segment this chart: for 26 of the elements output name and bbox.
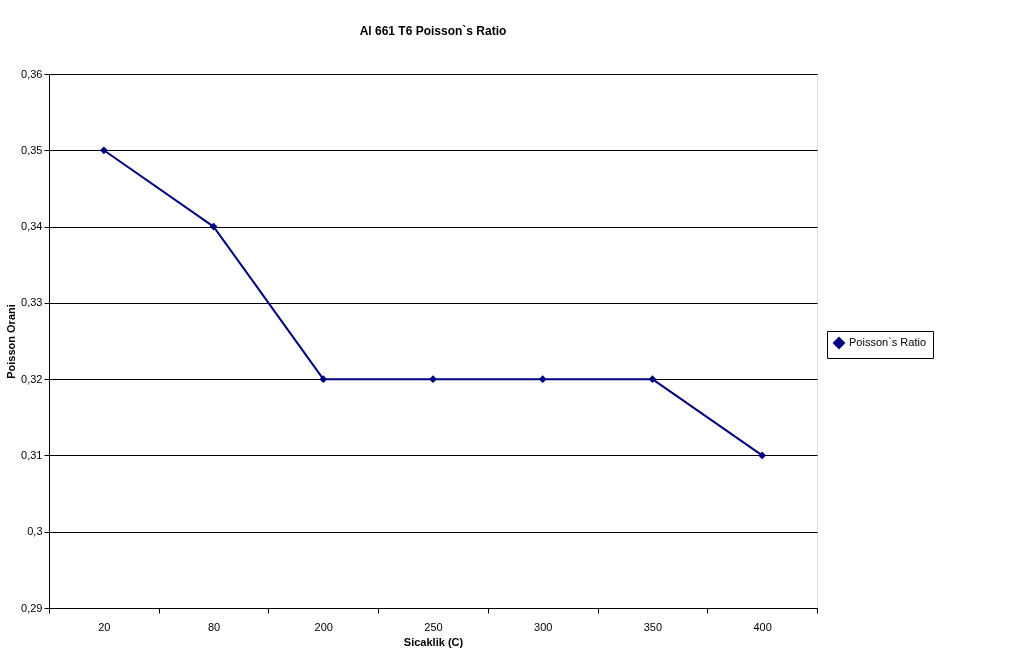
x-tick-label: 20 [98,620,111,633]
x-tick-label: 300 [534,620,553,633]
y-axis-title: Poisson Orani [5,304,18,379]
y-tick-label: 0,31 [21,448,43,461]
point [758,451,767,460]
y-tick-label: 0,29 [21,601,43,614]
x-tick-label: 350 [643,620,663,633]
chart-title: Al 661 T6 Poisson`s Ratio [359,24,507,38]
x-tick-label: 400 [753,620,772,633]
point [538,375,547,384]
x-tick-label: 200 [314,620,333,633]
point [648,375,657,384]
y-tick-label: 0,34 [21,220,43,233]
x-tick-label: 80 [207,620,221,633]
y-tick-label: 0,36 [21,67,43,80]
y-tick-label: 0,33 [21,296,43,309]
point [209,222,218,231]
y-tick-label: 0,35 [21,143,43,156]
point [429,375,437,384]
y-tick-label: 0,3 [27,525,43,538]
point [319,375,328,384]
x-tick-label: 250 [424,620,443,633]
legend-label: Poisson`s Ratio [849,336,927,348]
point [99,146,108,155]
y-tick-label: 0,32 [21,372,43,385]
x-axis-title: Sicaklik (C) [403,635,464,648]
